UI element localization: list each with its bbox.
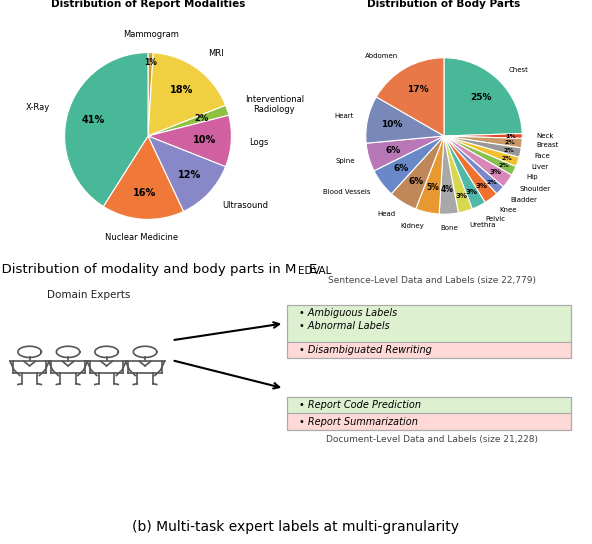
Text: 10%: 10% [381, 120, 403, 129]
Text: (b) Multi-task expert labels at multi-granularity: (b) Multi-task expert labels at multi-gr… [133, 520, 459, 534]
Title: Distribution of Report Modalities: Distribution of Report Modalities [51, 0, 245, 9]
Text: 17%: 17% [407, 85, 428, 95]
Text: • Disambiguated Rewriting: • Disambiguated Rewriting [299, 345, 432, 355]
Wedge shape [444, 136, 485, 209]
Text: Face: Face [534, 153, 550, 159]
Text: Shoulder: Shoulder [519, 186, 551, 193]
Wedge shape [416, 136, 444, 214]
Wedge shape [148, 115, 231, 166]
Text: MRI: MRI [208, 49, 223, 58]
Text: 2%: 2% [505, 140, 516, 145]
Wedge shape [444, 136, 511, 187]
Text: Head: Head [377, 212, 395, 218]
FancyBboxPatch shape [287, 413, 571, 430]
Text: • Report Summarization: • Report Summarization [299, 417, 418, 426]
Text: Heart: Heart [334, 113, 354, 119]
Text: Spine: Spine [336, 158, 355, 164]
Wedge shape [148, 136, 226, 212]
Wedge shape [148, 106, 229, 136]
Text: 10%: 10% [193, 134, 216, 145]
Text: Bladder: Bladder [510, 197, 537, 203]
Text: Logs: Logs [250, 138, 269, 147]
Text: Interventional
Radiology: Interventional Radiology [244, 95, 304, 114]
Text: • Report Code Prediction: • Report Code Prediction [299, 400, 421, 410]
Text: • Ambiguous Labels: • Ambiguous Labels [299, 308, 397, 318]
Text: 3%: 3% [455, 193, 467, 199]
Text: 5%: 5% [426, 183, 439, 193]
Text: E: E [308, 263, 317, 276]
Text: 2%: 2% [195, 114, 209, 123]
Text: 2%: 2% [501, 156, 512, 160]
Text: 3%: 3% [476, 183, 488, 189]
Text: 1%: 1% [144, 58, 157, 67]
Text: Abdomen: Abdomen [365, 53, 398, 59]
Text: • Abnormal Labels: • Abnormal Labels [299, 321, 390, 331]
Text: 3%: 3% [466, 189, 478, 195]
Wedge shape [444, 136, 522, 157]
FancyBboxPatch shape [287, 305, 571, 342]
FancyBboxPatch shape [287, 342, 571, 358]
Wedge shape [439, 136, 458, 214]
Text: 16%: 16% [133, 188, 156, 197]
Wedge shape [374, 136, 444, 194]
Text: Breast: Breast [536, 141, 558, 147]
Wedge shape [148, 53, 153, 136]
Text: 6%: 6% [385, 146, 400, 155]
Text: Blood Vessels: Blood Vessels [323, 189, 371, 195]
Text: Liver: Liver [531, 164, 548, 170]
Text: 4%: 4% [441, 184, 453, 194]
Wedge shape [377, 58, 444, 136]
Wedge shape [444, 136, 522, 148]
Text: Nuclear Medicine: Nuclear Medicine [105, 233, 178, 242]
Text: X-Ray: X-Ray [26, 103, 50, 112]
Text: ED: ED [298, 266, 312, 276]
Wedge shape [444, 58, 522, 136]
Text: Neck: Neck [536, 133, 554, 139]
Wedge shape [366, 136, 444, 171]
Wedge shape [444, 136, 497, 202]
Wedge shape [444, 136, 516, 175]
Text: VAL: VAL [313, 266, 333, 276]
Text: 18%: 18% [170, 85, 193, 95]
Text: Document-Level Data and Labels (size 21,228): Document-Level Data and Labels (size 21,… [326, 435, 538, 444]
Wedge shape [444, 134, 522, 138]
Text: Mammogram: Mammogram [123, 30, 179, 39]
Text: Chest: Chest [509, 67, 528, 73]
Text: 6%: 6% [408, 177, 424, 186]
Text: Urethra: Urethra [469, 222, 496, 228]
Text: 25%: 25% [470, 94, 492, 102]
Text: 12%: 12% [178, 170, 201, 180]
Wedge shape [148, 53, 226, 136]
Wedge shape [391, 136, 444, 209]
Text: 2%: 2% [504, 148, 514, 153]
Text: Kidney: Kidney [401, 223, 424, 229]
Text: Pelvic: Pelvic [485, 215, 505, 221]
Wedge shape [65, 53, 148, 206]
Text: 6%: 6% [394, 164, 409, 172]
Text: Sentence-Level Data and Labels (size 22,779): Sentence-Level Data and Labels (size 22,… [328, 276, 536, 286]
Wedge shape [104, 136, 184, 219]
Text: 2%: 2% [498, 163, 509, 168]
Text: 3%: 3% [489, 169, 501, 175]
Title: Distribution of Body Parts: Distribution of Body Parts [368, 0, 520, 9]
Text: Ultrasound: Ultrasound [222, 201, 268, 210]
Wedge shape [366, 97, 444, 143]
Text: 41%: 41% [82, 115, 105, 125]
Wedge shape [444, 136, 503, 194]
Wedge shape [444, 136, 519, 166]
Text: Knee: Knee [500, 207, 517, 213]
FancyBboxPatch shape [287, 397, 571, 413]
Text: Hip: Hip [527, 174, 538, 180]
Text: Domain Experts: Domain Experts [47, 290, 130, 300]
Text: Bone: Bone [441, 225, 459, 231]
Wedge shape [444, 136, 472, 213]
Text: (a) Distribution of modality and body parts in M: (a) Distribution of modality and body pa… [0, 263, 296, 276]
Text: 1%: 1% [505, 133, 516, 139]
Text: 2%: 2% [487, 180, 497, 185]
